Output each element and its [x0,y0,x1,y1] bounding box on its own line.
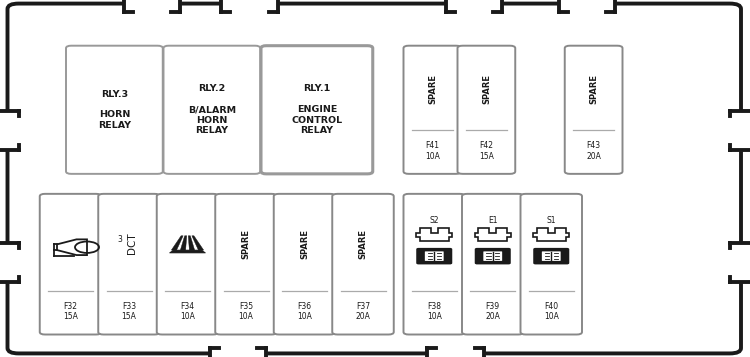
FancyBboxPatch shape [98,194,160,335]
Text: S2: S2 [430,216,439,225]
FancyBboxPatch shape [157,194,218,335]
Text: 3: 3 [118,235,122,244]
Text: F42
15A: F42 15A [479,141,494,161]
FancyBboxPatch shape [520,194,582,335]
Text: F38
10A: F38 10A [427,302,442,321]
Text: F35
10A: F35 10A [238,302,254,321]
FancyBboxPatch shape [404,46,461,174]
Text: RLY.1

ENGINE
CONTROL
RELAY: RLY.1 ENGINE CONTROL RELAY [291,85,343,135]
Polygon shape [559,0,615,14]
FancyBboxPatch shape [534,249,568,264]
Text: F32
15A: F32 15A [63,302,78,321]
FancyBboxPatch shape [215,194,277,335]
FancyBboxPatch shape [542,251,561,261]
Polygon shape [730,243,750,282]
Polygon shape [170,250,206,253]
Text: F41
10A: F41 10A [425,141,439,161]
FancyBboxPatch shape [8,4,741,353]
Polygon shape [180,236,187,250]
FancyBboxPatch shape [476,249,510,264]
Polygon shape [427,348,484,357]
Text: F40
10A: F40 10A [544,302,559,321]
Text: SPARE: SPARE [358,228,368,259]
Text: SPARE: SPARE [300,228,309,259]
Polygon shape [446,0,503,14]
Text: SPARE: SPARE [427,74,436,104]
FancyBboxPatch shape [565,46,622,174]
Polygon shape [124,0,180,14]
Polygon shape [0,243,19,282]
Polygon shape [221,0,278,14]
Text: F34
10A: F34 10A [180,302,195,321]
FancyBboxPatch shape [164,46,260,174]
Text: SPARE: SPARE [590,74,598,104]
FancyBboxPatch shape [417,249,452,264]
Text: F33
15A: F33 15A [122,302,136,321]
Text: SPARE: SPARE [482,74,490,104]
FancyBboxPatch shape [483,251,502,261]
Polygon shape [0,111,19,150]
Text: E1: E1 [488,216,497,225]
Text: RLY.2

B/ALARM
HORN
RELAY: RLY.2 B/ALARM HORN RELAY [188,85,236,135]
Text: SPARE: SPARE [242,228,250,259]
Text: F37
20A: F37 20A [356,302,370,321]
Polygon shape [192,236,204,250]
Text: S1: S1 [547,216,556,225]
Text: F36
10A: F36 10A [297,302,312,321]
FancyBboxPatch shape [332,194,394,335]
Text: DCT: DCT [127,233,137,255]
Polygon shape [188,236,195,250]
FancyBboxPatch shape [261,46,373,174]
Text: F43
20A: F43 20A [586,141,601,161]
FancyBboxPatch shape [274,194,335,335]
FancyBboxPatch shape [462,194,524,335]
FancyBboxPatch shape [66,46,163,174]
FancyBboxPatch shape [424,251,444,261]
FancyBboxPatch shape [40,194,101,335]
Polygon shape [171,236,183,250]
Text: RLY.3

HORN
RELAY: RLY.3 HORN RELAY [98,90,130,130]
Text: F39
20A: F39 20A [485,302,500,321]
FancyBboxPatch shape [458,46,515,174]
Polygon shape [730,111,750,150]
Polygon shape [210,348,266,357]
FancyBboxPatch shape [404,194,465,335]
